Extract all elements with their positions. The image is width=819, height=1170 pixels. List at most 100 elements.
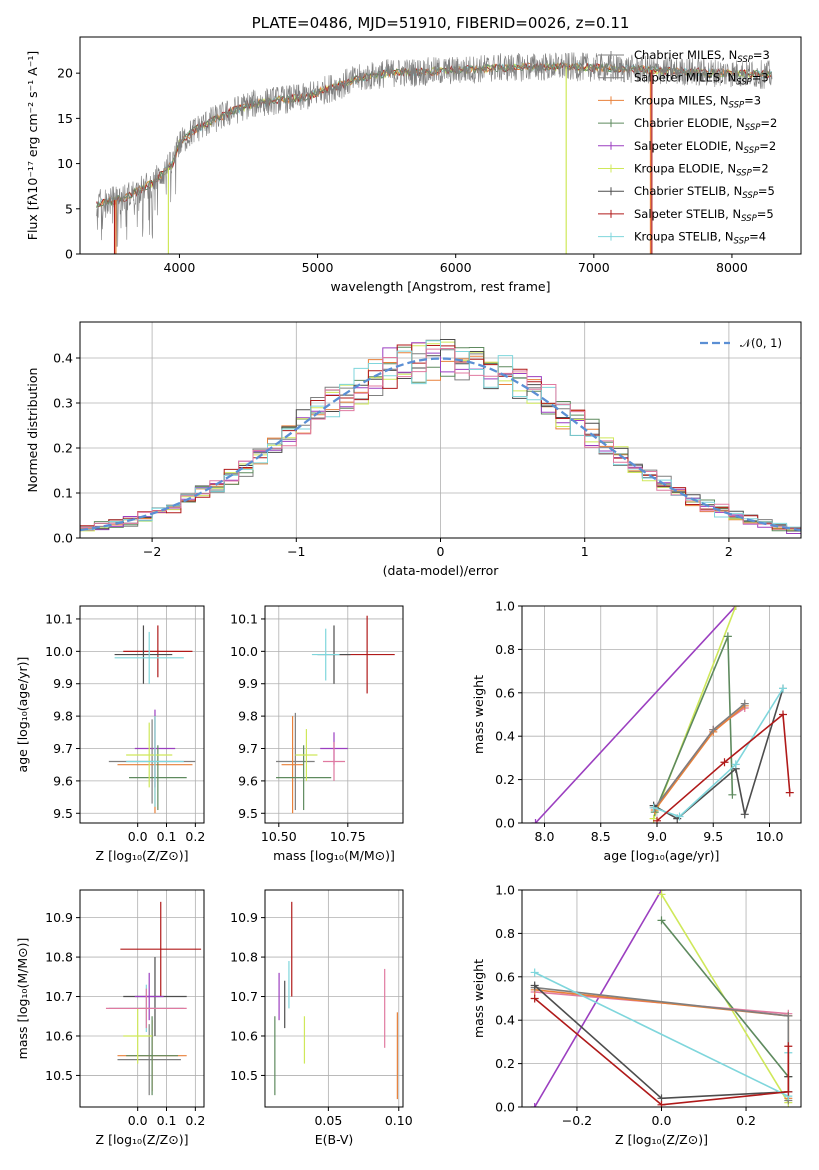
y-tick-label: 1.0 — [495, 883, 515, 898]
y-tick-label: 9.6 — [53, 773, 73, 788]
weight-marker — [657, 1100, 666, 1107]
y-tick-label: 0.4 — [495, 729, 515, 744]
weight-marker — [649, 803, 658, 812]
x-tick-label: 9.0 — [647, 829, 667, 844]
plot-area — [530, 890, 793, 1107]
y-tick-label: 9.9 — [53, 676, 73, 691]
normal-curve — [80, 357, 801, 532]
weight-marker — [779, 710, 787, 719]
x-tick-label: −1 — [287, 544, 305, 559]
y-tick-label: 9.5 — [238, 806, 258, 821]
y-tick-label: 0.2 — [495, 1056, 515, 1071]
weight-marker — [723, 632, 732, 641]
x-tick-label: 0.0 — [128, 829, 148, 844]
x-tick-label: −0.2 — [562, 1113, 592, 1128]
x-axis-label: wavelength [Angstrom, rest frame] — [330, 279, 550, 294]
x-axis-label: mass [log₁₀(M/M⊙)] — [273, 848, 395, 863]
x-tick-label: 0.1 — [157, 829, 177, 844]
legend-label: Salpeter STELIB, NSSP=5 — [634, 207, 774, 224]
y-tick-label: 10.6 — [45, 1028, 73, 1043]
y-tick-label: 10.8 — [45, 950, 73, 965]
y-tick-label: 9.8 — [238, 709, 258, 724]
x-tick-label: 7000 — [578, 260, 610, 275]
x-tick-label: 10.50 — [261, 829, 297, 844]
x-tick-label: 4000 — [164, 260, 196, 275]
legend-label: Salpeter MILES, NSSP=3 — [634, 71, 769, 88]
y-tick-label: 0.6 — [495, 969, 515, 984]
legend-label: Kroupa MILES, NSSP=3 — [634, 93, 761, 110]
x-axis-label: Z [log₁₀(Z/Z⊙)] — [615, 1132, 708, 1147]
chart-title: PLATE=0486, MJD=51910, FIBERID=0026, z=0… — [252, 14, 630, 32]
y-tick-label: 10.1 — [230, 611, 258, 626]
x-axis-label: (data-model)/error — [383, 563, 500, 578]
weight-marker — [784, 1087, 793, 1096]
panel-8: −0.2 0.0 0.2 0.0 0.2 0.4 0.6 0.8 1.0 Z [log₁₀(Z/Z… — [471, 883, 802, 1147]
weight-marker — [740, 699, 749, 708]
weight-line-salpeter_stelib — [534, 997, 790, 1106]
y-tick-label: 0.1 — [53, 486, 73, 501]
y-axis-label: Normed distribution — [25, 368, 40, 493]
legend-label: 𝒩(0, 1) — [740, 336, 782, 350]
axes-frame — [521, 889, 802, 1108]
y-tick-label: 10.9 — [230, 910, 258, 925]
panel-5: 8.0 8.5 9.0 9.5 10.0 0.0 0.2 0.4 0.6 0.8 1.0 age [l… — [471, 599, 802, 863]
x-tick-label: 5000 — [302, 260, 334, 275]
plot-area — [96, 52, 773, 254]
weight-marker — [720, 758, 729, 767]
histogram-hist_pink — [80, 348, 801, 530]
weight-line-salpeter_stelib — [656, 712, 791, 822]
plot-area — [276, 615, 395, 814]
y-tick-label: 0 — [65, 247, 73, 262]
weight-marker — [709, 725, 718, 734]
y-tick-label: 5 — [65, 201, 73, 216]
panel-7: 0.05 0.10 10.5 10.6 10.7 10.8 10.9 E(B-V) — [230, 889, 413, 1147]
axes-frame — [79, 321, 802, 539]
legend-label: Chabrier MILES, NSSP=3 — [634, 48, 770, 65]
x-tick-label: 8.5 — [591, 829, 611, 844]
x-tick-label: 8000 — [716, 260, 748, 275]
y-tick-label: 10.9 — [45, 910, 73, 925]
weight-marker — [731, 760, 740, 769]
y-tick-label: 9.6 — [238, 773, 258, 788]
y-tick-label: 0.2 — [495, 772, 515, 787]
x-tick-label: 0.0 — [128, 1113, 148, 1128]
y-tick-label: 9.7 — [238, 741, 258, 756]
x-tick-label: 0.2 — [185, 1113, 205, 1128]
legend-label: Kroupa STELIB, NSSP=4 — [634, 230, 766, 247]
weight-marker — [779, 684, 787, 693]
y-tick-label: 15 — [57, 111, 73, 126]
x-axis-label: E(B-V) — [315, 1132, 354, 1147]
x-tick-label: 6000 — [440, 260, 472, 275]
weight-marker — [653, 816, 661, 823]
weight-line-chabrier_stelib — [653, 688, 784, 820]
x-tick-label: 0.2 — [736, 1113, 756, 1128]
y-tick-label: 10.0 — [45, 644, 73, 659]
weight-marker — [657, 916, 666, 925]
x-tick-label: 1 — [581, 544, 589, 559]
legend-label: Chabrier STELIB, NSSP=5 — [634, 184, 775, 201]
axes-frame — [264, 889, 404, 1108]
weight-marker — [530, 1103, 539, 1107]
y-axis-label: mass weight — [471, 959, 486, 1038]
y-tick-label: 10.5 — [45, 1068, 73, 1083]
axes-frame — [79, 889, 205, 1108]
x-tick-label: 0.05 — [314, 1113, 342, 1128]
axes-frame — [79, 36, 802, 255]
y-tick-label: 9.7 — [53, 741, 73, 756]
plot-area — [274, 901, 398, 1100]
panel-6: 0.0 0.1 0.2 10.5 10.6 10.7 10.8 10.9 Z [log₁₀(Z/… — [15, 889, 205, 1147]
histogram-salpeter_elodie — [80, 342, 801, 534]
weight-marker — [785, 788, 794, 797]
y-tick-label: 0.3 — [53, 396, 73, 411]
y-tick-label: 10 — [57, 156, 73, 171]
x-tick-label: 0.0 — [652, 1113, 672, 1128]
y-tick-label: 1.0 — [495, 599, 515, 614]
panel-1: 4000 5000 6000 7000 8000 0 5 10 15 20 wavelength [… — [25, 14, 802, 294]
weight-marker — [731, 606, 740, 610]
x-tick-label: 8.0 — [535, 829, 555, 844]
y-tick-label: 0.6 — [495, 685, 515, 700]
weight-marker — [530, 981, 539, 990]
y-tick-label: 0.0 — [495, 1100, 515, 1115]
weight-marker — [530, 994, 539, 1003]
